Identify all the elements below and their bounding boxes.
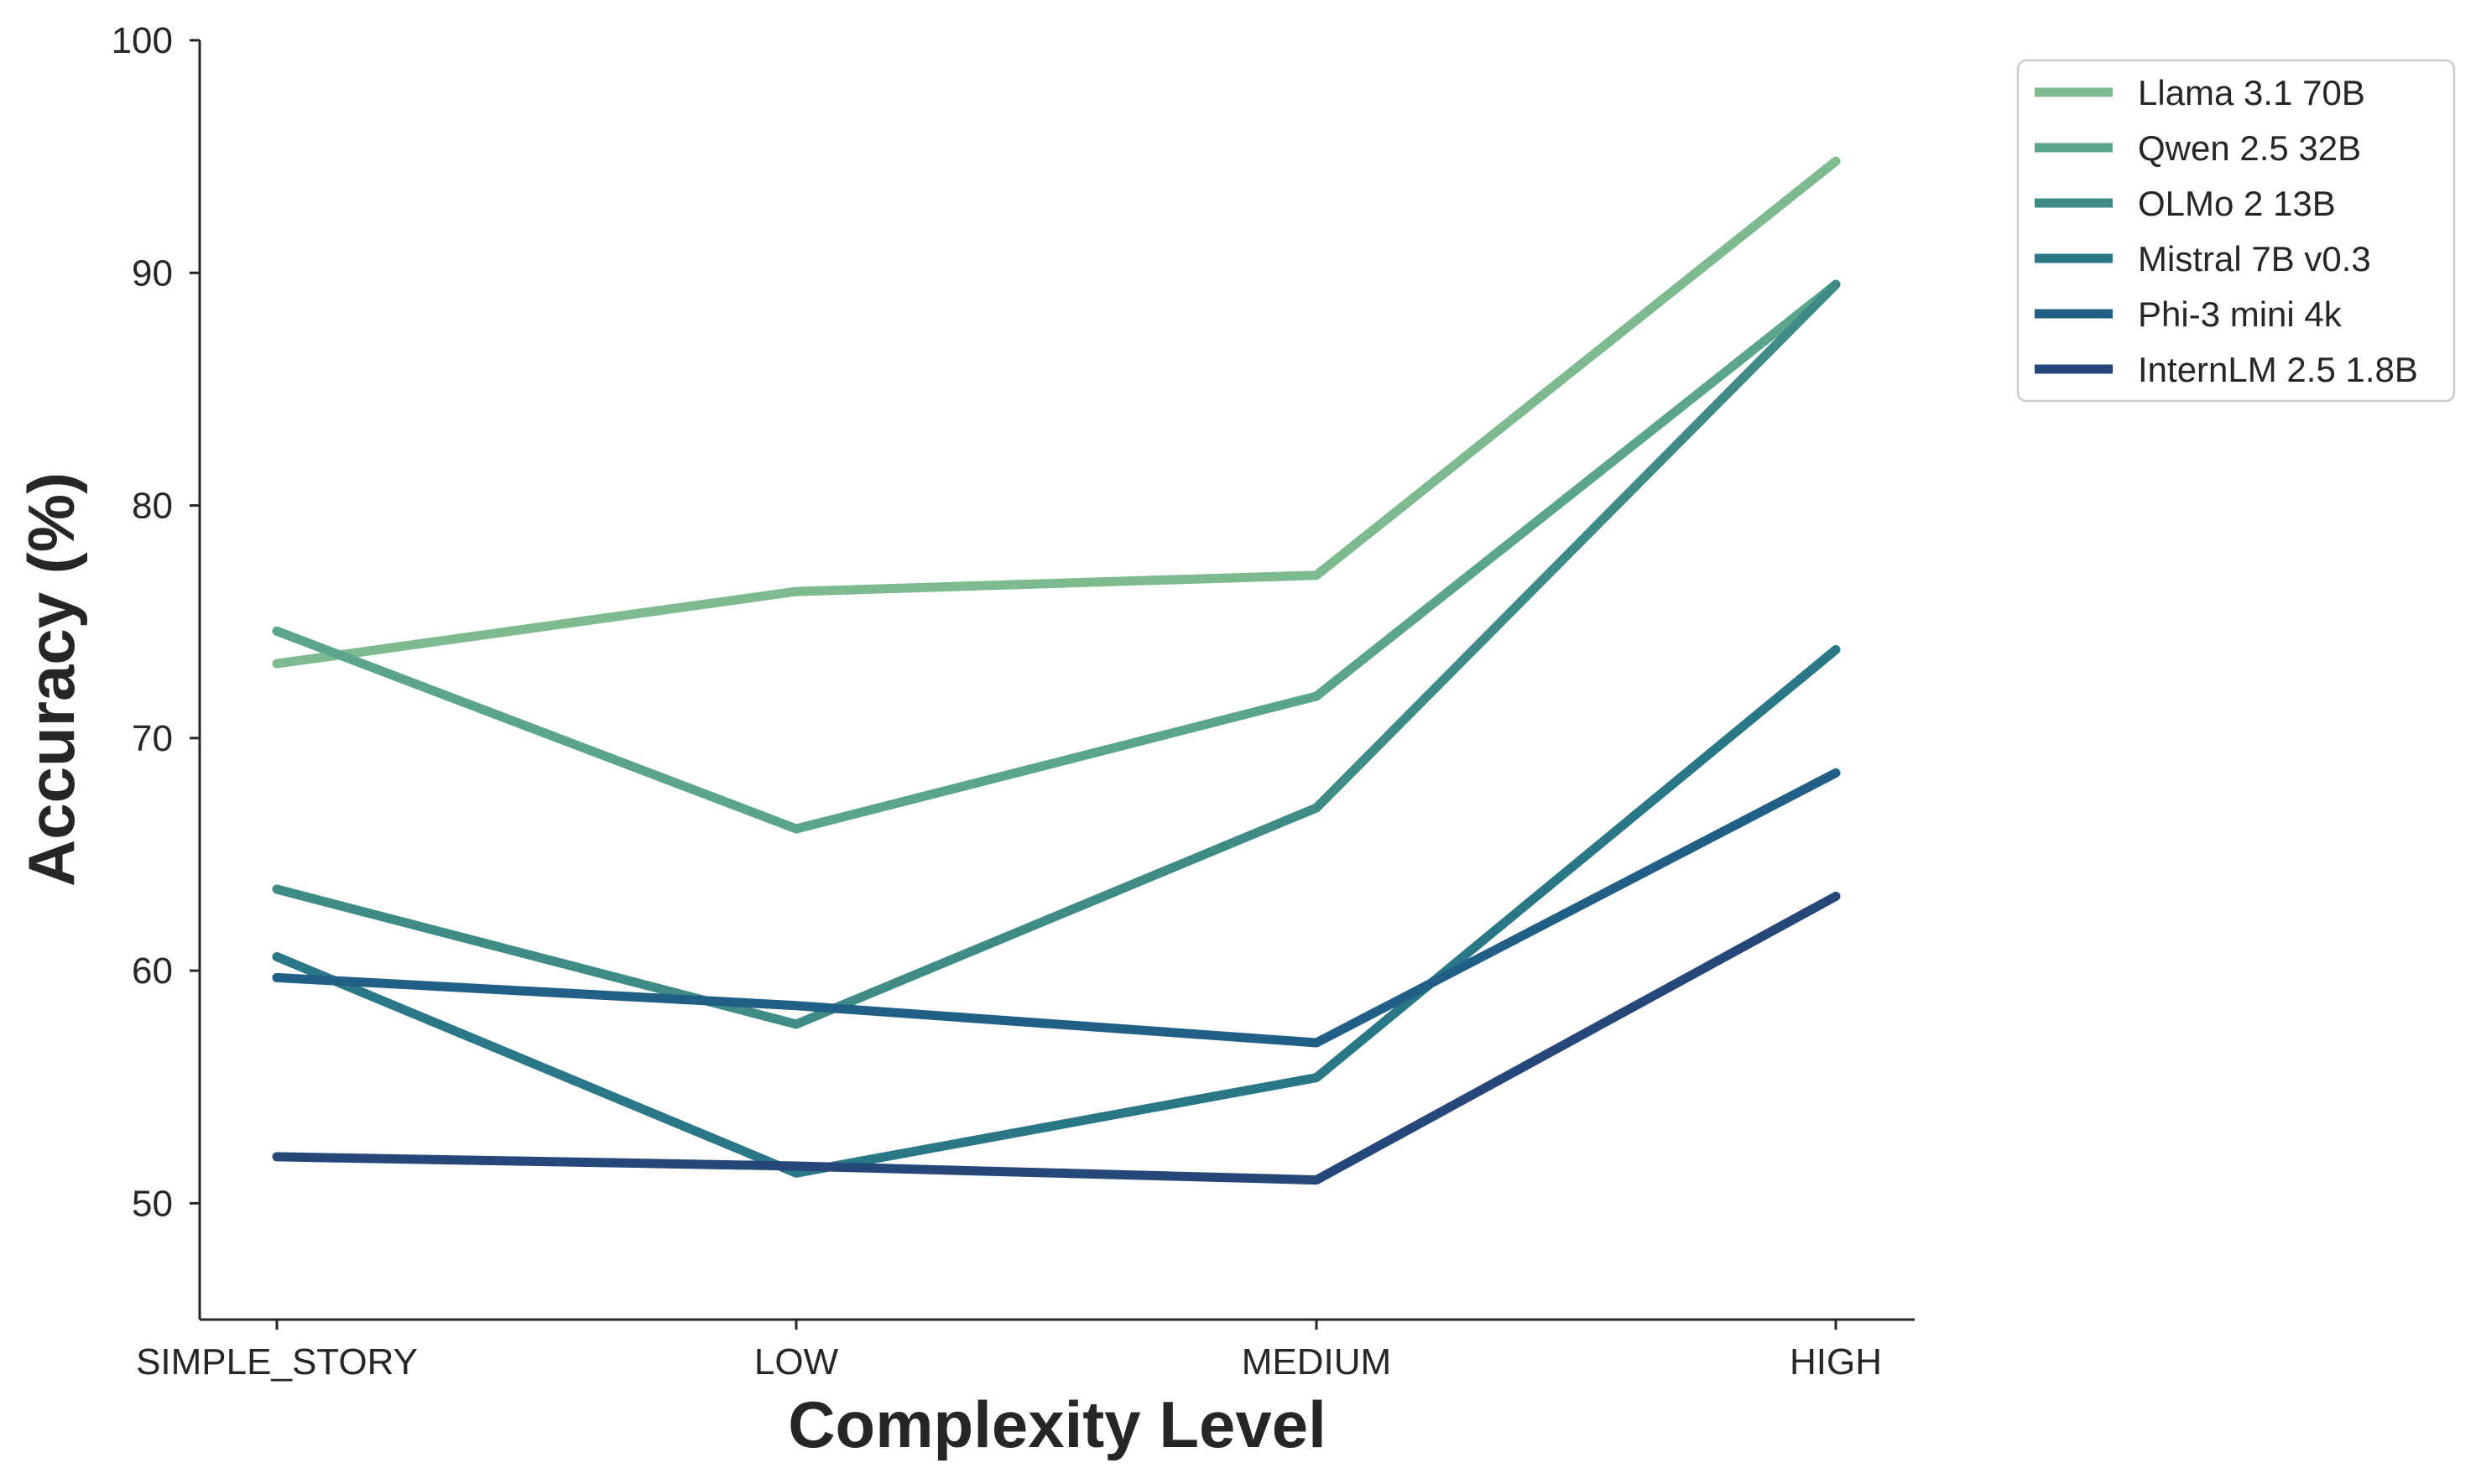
y-ticks: 50 60 70 80 90 100: [112, 20, 200, 1224]
y-tick-label: 50: [132, 1183, 173, 1224]
series-line-5: [272, 891, 1841, 1185]
x-tick-label: SIMPLE_STORY: [136, 1341, 418, 1382]
legend-label: InternLM 2.5 1.8B: [2138, 350, 2418, 389]
y-tick-label: 80: [132, 486, 173, 527]
series-line-1: [272, 279, 1841, 834]
y-tick-label: 70: [132, 718, 173, 759]
axes: [198, 40, 1915, 1321]
legend-frame: [2016, 59, 2456, 403]
x-axis-title: Complexity Level: [788, 1388, 1327, 1461]
series-lines: [272, 156, 1841, 1185]
legend-label: Mistral 7B v0.3: [2138, 239, 2371, 279]
y-tick-label: 60: [132, 950, 173, 992]
series-line-0: [272, 156, 1841, 669]
series-line-4: [272, 768, 1841, 1048]
series-line-3: [272, 645, 1841, 1178]
legend-label: Phi-3 mini 4k: [2138, 294, 2343, 334]
legend-label: Llama 3.1 70B: [2138, 73, 2365, 112]
x-ticks: SIMPLE_STORY LOW MEDIUM HIGH: [136, 1320, 1882, 1382]
x-tick-label: LOW: [754, 1341, 839, 1382]
y-tick-label: 90: [132, 253, 173, 294]
y-axis-title: Accuracy (%): [14, 472, 88, 887]
series-line-2: [272, 279, 1841, 1029]
x-tick-label: HIGH: [1790, 1341, 1882, 1382]
legend: Llama 3.1 70B Qwen 2.5 32B OLMo 2 13B Mistr…: [2016, 59, 2456, 403]
legend-label: Qwen 2.5 32B: [2138, 128, 2361, 168]
y-tick-label: 100: [112, 20, 173, 61]
legend-items: Llama 3.1 70B Qwen 2.5 32B OLMo 2 13B Mistr…: [2035, 73, 2418, 389]
legend-label: OLMo 2 13B: [2138, 184, 2336, 223]
x-tick-label: MEDIUM: [1242, 1341, 1391, 1382]
